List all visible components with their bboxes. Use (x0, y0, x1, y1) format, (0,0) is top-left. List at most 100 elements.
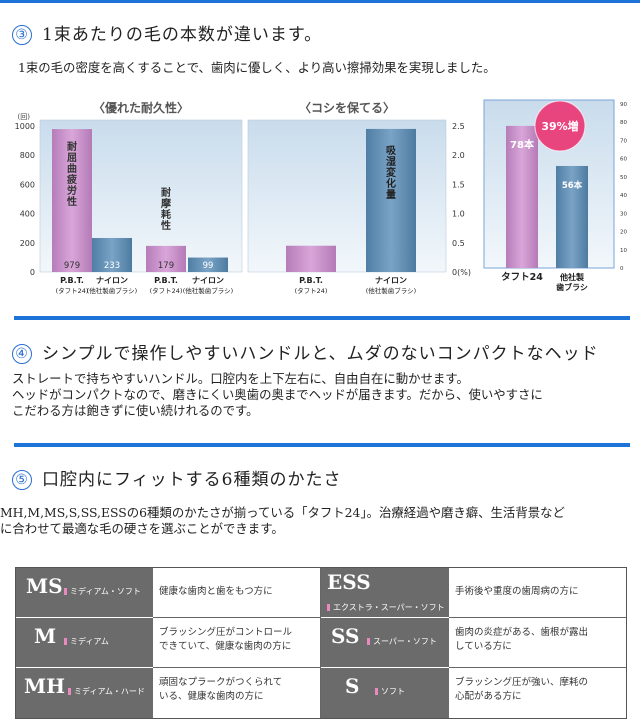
hardness-tag: SS スーパー・ソフト (321, 618, 449, 668)
section3-title: 1束あたりの毛の本数が違います。 (42, 25, 323, 45)
bar (146, 245, 186, 272)
hardness-code: ESS (327, 570, 371, 594)
x-tick-label: ナイロン (375, 276, 407, 285)
section4-rule (14, 316, 630, 320)
hardness-sub: エクストラ・スーパー・ソフト (327, 602, 445, 613)
group-label-char: 性 (66, 195, 77, 208)
hardness-table: MS ミディアム・ソフト 健康な歯肉と歯をもつ方に ESS エクストラ・スーパー… (15, 567, 627, 719)
y-tick-label: 600 (20, 180, 35, 189)
x-tick-label: 歯ブラシ (556, 282, 588, 292)
x-tick-label: 他社製 (559, 272, 584, 282)
group-label-char: 疲 (67, 173, 77, 186)
x-tick-label: P.B.T. (60, 276, 84, 285)
section4-line-1: ストレートで持ちやすいハンドル。口腔内を上下左右に、自由自在に動かせます。 (12, 371, 469, 386)
y-tick-label: 70 (620, 138, 627, 144)
hardness-sub: ミディアム (64, 636, 109, 647)
y-tick-label: 0 (620, 266, 624, 272)
chart-title: 〈優れた耐久性〉 (93, 100, 189, 115)
y-tick-label: 0 (30, 268, 35, 277)
y-tick-label: 800 (20, 151, 35, 160)
section5-heading: ⑤ 口腔内にフィットする6種類のかたさ (12, 465, 341, 490)
y-tick-label: 0.5 (452, 239, 465, 248)
firmness-chart: 〈コシを保てる〉 0(%) 0.5 1.0 1.5 2.0 2.5 P.B.T.(タフト24)… (247, 100, 471, 295)
group-label-char: 耗 (161, 208, 171, 221)
hardness-desc: ブラッシング圧がコントロール できていて、健康な歯肉の方に (153, 618, 321, 668)
y-axis-unit: (回) (18, 113, 31, 121)
hardness-desc: ブラッシング圧が強い、摩耗の 心配がある方に (455, 677, 589, 702)
section5-title: 口腔内にフィットする6種類のかたさ (42, 470, 342, 490)
hardness-desc: 手術後や重度の歯周病の方に (449, 568, 626, 618)
hardness-desc: 頑固なプラークがつくられて いる、健康な歯肉の方に (153, 668, 321, 718)
y-tick-label: 1000 (15, 122, 35, 131)
section5-line-2: に合わせて最適な毛の硬さを選ぶことができます。 (0, 521, 284, 536)
y-tick-label: 50 (620, 175, 627, 181)
bar-value-label: 56本 (562, 180, 583, 191)
hardness-tag: S ソフト (321, 668, 449, 718)
x-tick-label: ナイロン (192, 276, 224, 285)
y-tick-label: 1.0 (452, 210, 465, 219)
group-label-char: 曲 (67, 162, 77, 175)
x-tick-label: P.B.T. (299, 276, 323, 285)
x-tick-label: (タフト24) (150, 286, 183, 295)
x-tick-label: (タフト24) (56, 286, 89, 295)
y-tick-label: 80 (620, 120, 627, 126)
hardness-tag: M ミディアム (16, 618, 153, 668)
increase-badge-ring (534, 100, 586, 152)
bar-value-label: 979 (64, 261, 80, 271)
bar-label-char: 湿 (386, 155, 396, 168)
section4-title: シンプルで操作しやすいハンドルと、ムダのないコンパクトなヘッド (42, 344, 599, 364)
bar (366, 128, 416, 272)
hardness-desc: 健康な歯肉と歯をもつ方に (153, 568, 321, 618)
increase-badge-text: 39%増 (541, 119, 578, 133)
x-tick-label: P.B.T. (154, 276, 178, 285)
increase-badge (535, 101, 585, 151)
group-label-char: 労 (67, 184, 77, 197)
x-tick-label: (タフト24) (295, 286, 328, 295)
hardness-tag: MS ミディアム・ソフト (16, 568, 153, 618)
bar-label-char: 量 (386, 188, 396, 201)
hardness-sub: ミディアム・ハード (68, 686, 145, 697)
section3-number: ③ (12, 25, 32, 45)
bar (556, 165, 588, 268)
y-tick-label: 30 (620, 211, 627, 217)
bar-value-label: 233 (104, 261, 120, 271)
x-tick-label: ナイロン (96, 276, 128, 285)
section4-heading: ④ シンプルで操作しやすいハンドルと、ムダのないコンパクトなヘッド (12, 339, 599, 364)
durability-chart: 〈優れた耐久性〉(回)02004006008001000979P.B.T.(タフ… (15, 100, 243, 295)
y-tick-label: 10 (620, 248, 627, 254)
hardness-code: S (345, 674, 360, 698)
charts-area: 〈優れた耐久性〉(回)02004006008001000979P.B.T.(タフ… (15, 99, 627, 295)
section5-line-1: MH,M,MS,S,SS,ESSの6種類のかたさが揃っている「タフト24」。治療… (0, 505, 565, 520)
y-tick-label: 1.5 (452, 180, 465, 189)
y-tick-label: 40 (620, 193, 627, 199)
bar-value-label: 99 (203, 261, 214, 271)
x-tick-label: (他社製歯ブラシ) (87, 286, 137, 295)
y-tick-label: 400 (20, 210, 35, 219)
top-rule (0, 0, 640, 3)
section3-heading: ③ 1束あたりの毛の本数が違います。 (12, 20, 322, 45)
y-tick-label: 0(%) (452, 268, 471, 277)
bar (286, 245, 336, 272)
y-tick-label: 20 (620, 230, 627, 236)
hardness-code: MS (26, 574, 63, 598)
x-tick-label: (他社製歯ブラシ) (366, 286, 416, 295)
plot-background (247, 119, 447, 273)
hardness-code: M (34, 624, 57, 648)
bar-label-char: 吸 (386, 145, 397, 157)
bar (92, 237, 132, 272)
group-label-char: 性 (160, 219, 171, 232)
section4-line-3: こだわる方は飽きずに使い続けれるのです。 (12, 403, 259, 418)
y-tick-label: 2.5 (452, 122, 465, 131)
section3-text: 1束の毛の密度を高くすることで、歯肉に優しく、より高い擦掃効果を実現しました。 (18, 60, 496, 75)
hardness-tag: MH ミディアム・ハード (16, 668, 153, 718)
group-label-char: 摩 (161, 197, 172, 210)
bar (188, 257, 228, 272)
y-tick-label: 60 (620, 157, 627, 163)
hardness-code: MH (24, 674, 66, 698)
x-tick-label: タフト24 (501, 271, 543, 283)
group-label-char: 屈 (67, 152, 77, 164)
chart-title: 〈コシを保てる〉 (299, 100, 395, 115)
group-label-char: 耐 (67, 140, 77, 153)
y-tick-label: 90 (620, 102, 627, 108)
